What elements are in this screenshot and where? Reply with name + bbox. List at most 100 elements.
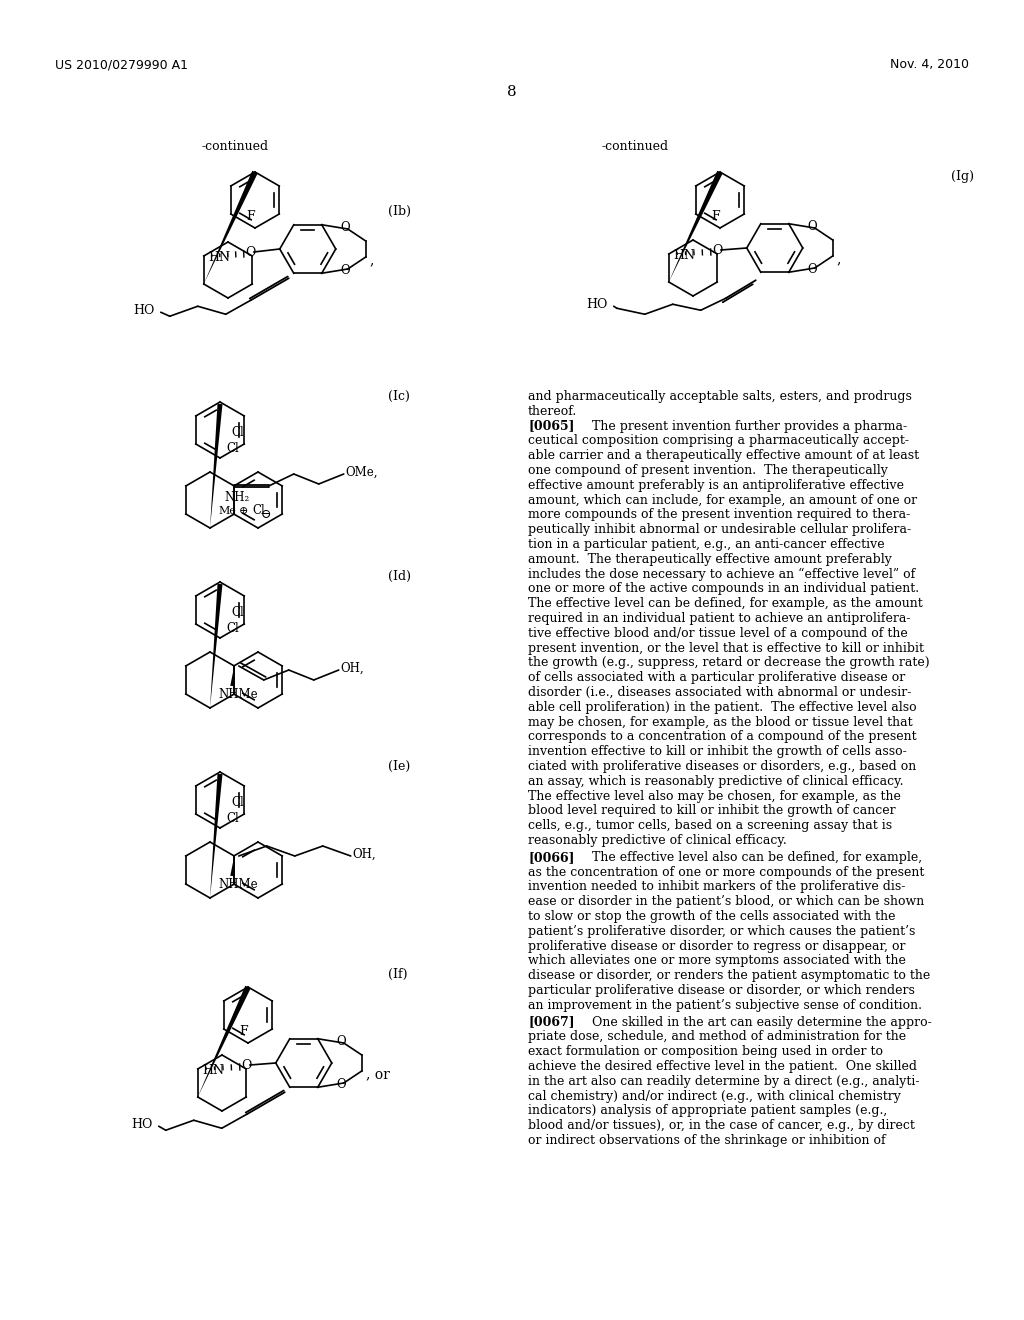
Text: an improvement in the patient’s subjective sense of condition.: an improvement in the patient’s subjecti… — [528, 999, 922, 1012]
Text: [0065]: [0065] — [528, 420, 574, 433]
Text: HN: HN — [208, 251, 230, 264]
Text: blood and/or tissues), or, in the case of cancer, e.g., by direct: blood and/or tissues), or, in the case o… — [528, 1119, 914, 1133]
Text: [0067]: [0067] — [528, 1015, 574, 1028]
Text: priate dose, schedule, and method of administration for the: priate dose, schedule, and method of adm… — [528, 1031, 906, 1043]
Text: F: F — [712, 210, 720, 223]
Text: ease or disorder in the patient’s blood, or which can be shown: ease or disorder in the patient’s blood,… — [528, 895, 925, 908]
Text: OH,: OH, — [341, 663, 365, 675]
Text: O: O — [340, 264, 349, 277]
Text: Cl: Cl — [231, 606, 245, 619]
Text: disorder (i.e., diseases associated with abnormal or undesir-: disorder (i.e., diseases associated with… — [528, 686, 911, 700]
Text: one compound of present invention.  The therapeutically: one compound of present invention. The t… — [528, 465, 888, 477]
Polygon shape — [210, 404, 222, 528]
Text: required in an individual patient to achieve an antiprolifera-: required in an individual patient to ach… — [528, 612, 910, 624]
Text: O: O — [807, 220, 816, 234]
Polygon shape — [204, 170, 258, 284]
Text: cells, e.g., tumor cells, based on a screening assay that is: cells, e.g., tumor cells, based on a scr… — [528, 820, 892, 832]
Text: Cl: Cl — [231, 426, 245, 440]
Text: NHMe: NHMe — [218, 878, 258, 891]
Text: proliferative disease or disorder to regress or disappear, or: proliferative disease or disorder to reg… — [528, 940, 905, 953]
Text: ceutical composition comprising a pharmaceutically accept-: ceutical composition comprising a pharma… — [528, 434, 909, 447]
Text: HN: HN — [203, 1064, 224, 1077]
Text: , or: , or — [366, 1067, 389, 1081]
Text: one or more of the active compounds in an individual patient.: one or more of the active compounds in a… — [528, 582, 920, 595]
Text: Cl: Cl — [226, 812, 239, 825]
Text: patient’s proliferative disorder, or which causes the patient’s: patient’s proliferative disorder, or whi… — [528, 925, 915, 937]
Text: which alleviates one or more symptoms associated with the: which alleviates one or more symptoms as… — [528, 954, 906, 968]
Text: reasonably predictive of clinical efficacy.: reasonably predictive of clinical effica… — [528, 834, 786, 847]
Text: Me: Me — [218, 506, 237, 516]
Text: blood level required to kill or inhibit the growth of cancer: blood level required to kill or inhibit … — [528, 804, 896, 817]
Text: Cl: Cl — [226, 622, 239, 635]
Text: The effective level also can be defined, for example,: The effective level also can be defined,… — [575, 851, 923, 863]
Text: invention needed to inhibit markers of the proliferative dis-: invention needed to inhibit markers of t… — [528, 880, 905, 894]
Text: Cl: Cl — [252, 504, 265, 517]
Text: Cl: Cl — [231, 796, 245, 809]
Text: O: O — [336, 1035, 345, 1048]
Text: OH,: OH, — [352, 847, 377, 861]
Text: O: O — [340, 220, 349, 234]
Text: ,: , — [370, 253, 374, 267]
Text: F: F — [240, 1026, 248, 1038]
Text: ⊖: ⊖ — [260, 508, 270, 521]
Text: The effective level also may be chosen, for example, as the: The effective level also may be chosen, … — [528, 789, 901, 803]
Text: O: O — [807, 263, 816, 276]
Text: or indirect observations of the shrinkage or inhibition of: or indirect observations of the shrinkag… — [528, 1134, 886, 1147]
Text: particular proliferative disease or disorder, or which renders: particular proliferative disease or diso… — [528, 983, 914, 997]
Text: corresponds to a concentration of a compound of the present: corresponds to a concentration of a comp… — [528, 730, 916, 743]
Text: (Ie): (Ie) — [388, 760, 411, 774]
Text: O: O — [712, 244, 722, 257]
Text: (If): (If) — [388, 968, 408, 981]
Text: F: F — [247, 210, 255, 223]
Text: and pharmaceutically acceptable salts, esters, and prodrugs: and pharmaceutically acceptable salts, e… — [528, 389, 912, 403]
Text: able carrier and a therapeutically effective amount of at least: able carrier and a therapeutically effec… — [528, 449, 920, 462]
Text: achieve the desired effective level in the patient.  One skilled: achieve the desired effective level in t… — [528, 1060, 918, 1073]
Text: OMe,: OMe, — [346, 466, 378, 479]
Text: may be chosen, for example, as the blood or tissue level that: may be chosen, for example, as the blood… — [528, 715, 912, 729]
Text: ciated with proliferative diseases or disorders, e.g., based on: ciated with proliferative diseases or di… — [528, 760, 916, 774]
Text: (Id): (Id) — [388, 570, 411, 583]
Text: HN: HN — [673, 249, 695, 261]
Text: cal chemistry) and/or indirect (e.g., with clinical chemistry: cal chemistry) and/or indirect (e.g., wi… — [528, 1089, 901, 1102]
Text: tive effective blood and/or tissue level of a compound of the: tive effective blood and/or tissue level… — [528, 627, 907, 640]
Text: (Ic): (Ic) — [388, 389, 410, 403]
Text: ,: , — [837, 252, 841, 267]
Text: NH₂: NH₂ — [224, 491, 250, 504]
Text: HO: HO — [134, 304, 155, 317]
Text: tion in a particular patient, e.g., an anti-cancer effective: tion in a particular patient, e.g., an a… — [528, 539, 885, 550]
Text: -continued: -continued — [202, 140, 268, 153]
Text: peutically inhibit abnormal or undesirable cellular prolifera-: peutically inhibit abnormal or undesirab… — [528, 523, 911, 536]
Text: One skilled in the art can easily determine the appro-: One skilled in the art can easily determ… — [575, 1015, 932, 1028]
Text: O: O — [245, 246, 255, 259]
Text: (Ig): (Ig) — [951, 170, 974, 183]
Text: amount.  The therapeutically effective amount preferably: amount. The therapeutically effective am… — [528, 553, 892, 566]
Text: US 2010/0279990 A1: US 2010/0279990 A1 — [55, 58, 188, 71]
Text: ⊕: ⊕ — [240, 506, 249, 516]
Text: in the art also can readily determine by a direct (e.g., analyti-: in the art also can readily determine by… — [528, 1074, 920, 1088]
Text: able cell proliferation) in the patient.  The effective level also: able cell proliferation) in the patient.… — [528, 701, 916, 714]
Text: The effective level can be defined, for example, as the amount: The effective level can be defined, for … — [528, 597, 923, 610]
Text: Nov. 4, 2010: Nov. 4, 2010 — [890, 58, 969, 71]
Text: present invention, or the level that is effective to kill or inhibit: present invention, or the level that is … — [528, 642, 924, 655]
Text: (Ib): (Ib) — [388, 205, 411, 218]
Text: [0066]: [0066] — [528, 851, 574, 863]
Text: of cells associated with a particular proliferative disease or: of cells associated with a particular pr… — [528, 671, 905, 684]
Text: more compounds of the present invention required to thera-: more compounds of the present invention … — [528, 508, 910, 521]
Text: thereof.: thereof. — [528, 405, 578, 418]
Polygon shape — [669, 170, 723, 282]
Text: indicators) analysis of appropriate patient samples (e.g.,: indicators) analysis of appropriate pati… — [528, 1105, 887, 1118]
Text: HO: HO — [587, 298, 608, 312]
Text: O: O — [336, 1078, 345, 1092]
Text: The present invention further provides a pharma-: The present invention further provides a… — [575, 420, 907, 433]
Text: to slow or stop the growth of the cells associated with the: to slow or stop the growth of the cells … — [528, 909, 896, 923]
Text: exact formulation or composition being used in order to: exact formulation or composition being u… — [528, 1045, 883, 1059]
Polygon shape — [230, 855, 234, 876]
Polygon shape — [210, 774, 222, 898]
Text: invention effective to kill or inhibit the growth of cells asso-: invention effective to kill or inhibit t… — [528, 746, 906, 758]
Text: HO: HO — [132, 1118, 154, 1131]
Text: as the concentration of one or more compounds of the present: as the concentration of one or more comp… — [528, 866, 925, 879]
Text: includes the dose necessary to achieve an “effective level” of: includes the dose necessary to achieve a… — [528, 568, 915, 581]
Text: the growth (e.g., suppress, retard or decrease the growth rate): the growth (e.g., suppress, retard or de… — [528, 656, 930, 669]
Text: amount, which can include, for example, an amount of one or: amount, which can include, for example, … — [528, 494, 918, 507]
Polygon shape — [210, 583, 222, 708]
